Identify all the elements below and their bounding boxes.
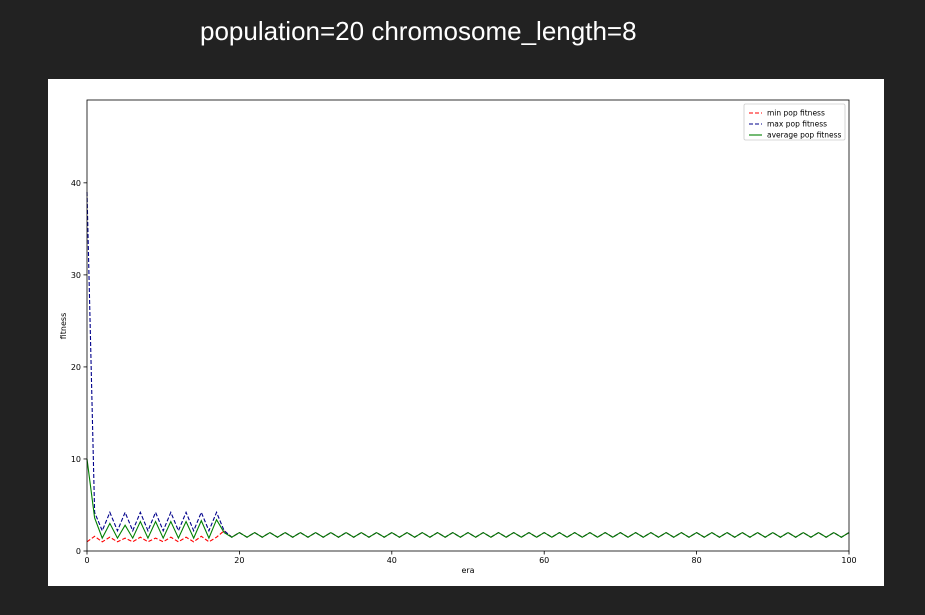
- y-tick-label: 40: [71, 179, 81, 188]
- legend-label-average-pop-fitness: average pop fitness: [767, 131, 842, 140]
- fitness-line-chart: 0 20 40 60 80 100 0 10 20 30 40 era fitness min po…: [59, 99, 857, 575]
- x-axis-label: era: [461, 566, 474, 575]
- page-title: population=20 chromosome_length=8: [200, 16, 637, 46]
- x-tick-label: 0: [84, 556, 89, 565]
- legend: min pop fitness max pop fitness average po…: [743, 103, 846, 141]
- x-tick-label: 80: [692, 556, 702, 565]
- legend-label-max-pop-fitness: max pop fitness: [767, 120, 827, 129]
- chart-card: 0 20 40 60 80 100 0 10 20 30 40 era fitness min po…: [48, 79, 884, 586]
- y-tick-label: 30: [71, 271, 81, 280]
- x-tick-label: 40: [387, 556, 397, 565]
- legend-label-min-pop-fitness: min pop fitness: [767, 109, 825, 118]
- y-tick-label: 10: [71, 455, 81, 464]
- series-layer: [86, 192, 850, 543]
- legend-box: [743, 103, 846, 141]
- plot-frame: [86, 99, 850, 552]
- x-tick-label: 20: [234, 556, 244, 565]
- y-tick-label: 0: [76, 547, 81, 556]
- ticks-layer: 0 20 40 60 80 100 0 10 20 30 40: [71, 179, 857, 565]
- series-line-max-pop-fitness: [86, 192, 850, 538]
- y-axis-label: fitness: [59, 313, 68, 340]
- series-line-average-pop-fitness: [86, 458, 850, 540]
- x-tick-label: 60: [539, 556, 549, 565]
- y-tick-label: 20: [71, 363, 81, 372]
- x-tick-label: 100: [841, 556, 856, 565]
